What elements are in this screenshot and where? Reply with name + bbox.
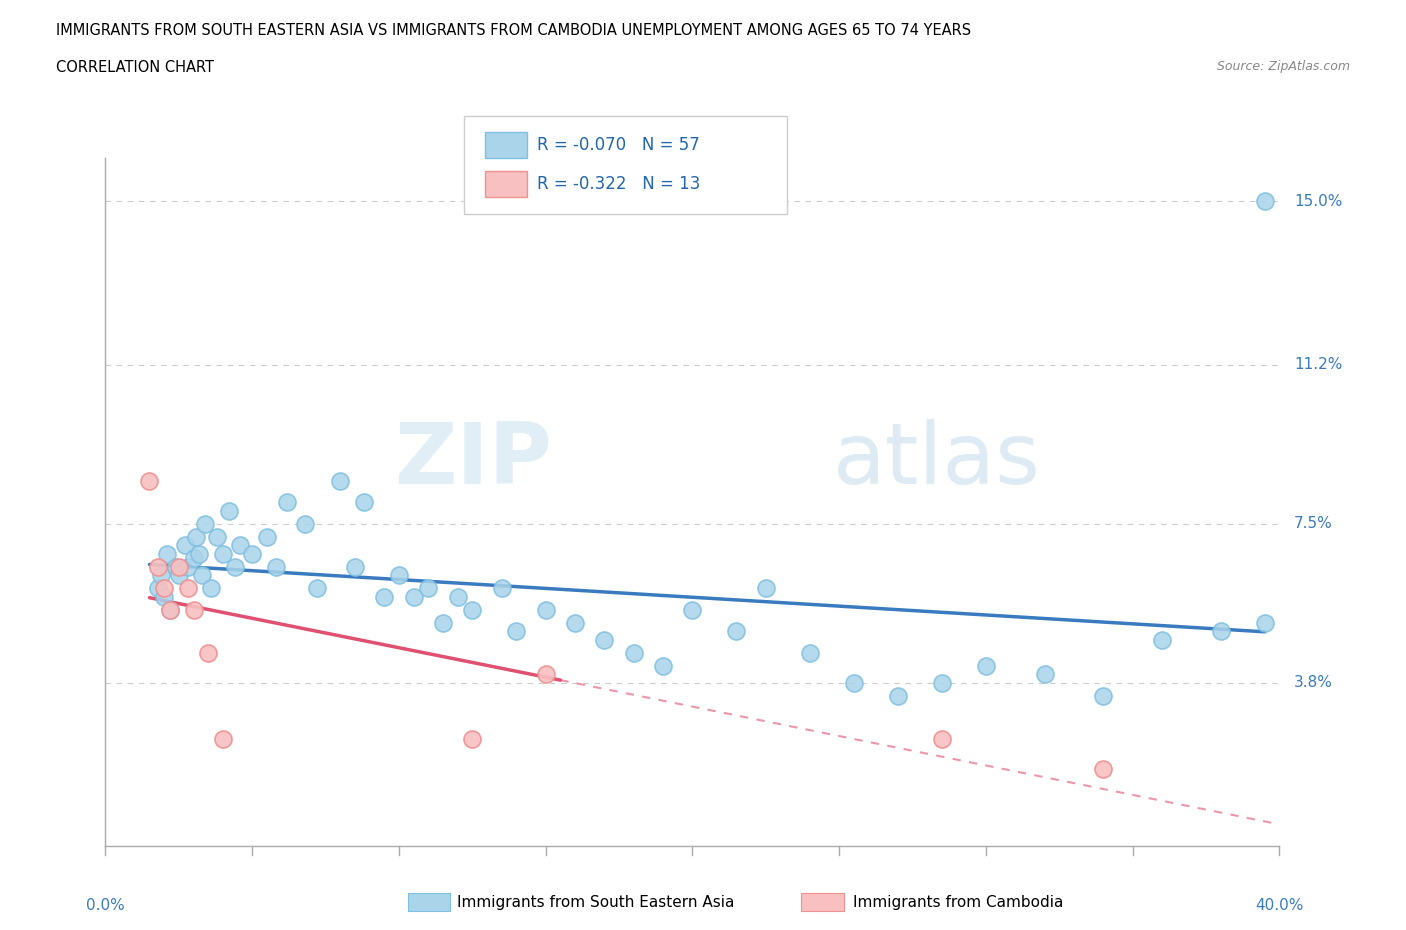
Point: [148, 559, 170, 574]
Point: [974, 658, 997, 673]
Point: [211, 731, 233, 746]
Point: [150, 568, 173, 583]
Point: [218, 503, 240, 518]
Point: [264, 559, 287, 574]
Point: [194, 516, 217, 531]
Point: [682, 603, 704, 618]
Point: [205, 529, 228, 544]
Point: [755, 580, 778, 596]
Point: [652, 658, 675, 673]
Text: R = -0.322   N = 13: R = -0.322 N = 13: [537, 175, 700, 193]
Point: [432, 616, 454, 631]
Point: [183, 603, 205, 618]
Point: [276, 495, 298, 510]
Text: Source: ZipAtlas.com: Source: ZipAtlas.com: [1216, 60, 1350, 73]
Point: [505, 624, 527, 639]
Point: [153, 590, 176, 604]
Point: [159, 603, 181, 618]
Point: [1254, 193, 1277, 208]
Point: [1092, 688, 1115, 703]
Point: [200, 580, 222, 596]
Point: [931, 675, 953, 690]
Point: [188, 547, 211, 562]
Point: [167, 559, 190, 574]
Point: [799, 645, 821, 660]
Point: [176, 559, 198, 574]
Point: [229, 538, 252, 552]
Point: [343, 559, 366, 574]
Point: [165, 559, 187, 574]
Point: [446, 590, 468, 604]
Point: [1254, 616, 1277, 631]
Point: [418, 580, 440, 596]
Point: [534, 603, 557, 618]
Text: IMMIGRANTS FROM SOUTH EASTERN ASIA VS IMMIGRANTS FROM CAMBODIA UNEMPLOYMENT AMON: IMMIGRANTS FROM SOUTH EASTERN ASIA VS IM…: [56, 23, 972, 38]
Point: [138, 473, 160, 488]
Text: atlas: atlas: [834, 419, 1042, 502]
Point: [148, 580, 170, 596]
Point: [534, 667, 557, 682]
Point: [623, 645, 645, 660]
Text: Immigrants from South Eastern Asia: Immigrants from South Eastern Asia: [457, 895, 734, 910]
Point: [156, 547, 179, 562]
Point: [167, 568, 190, 583]
Point: [186, 529, 208, 544]
Text: CORRELATION CHART: CORRELATION CHART: [56, 60, 214, 75]
Text: 7.5%: 7.5%: [1294, 516, 1333, 531]
Point: [373, 590, 395, 604]
Point: [564, 616, 586, 631]
Text: R = -0.070   N = 57: R = -0.070 N = 57: [537, 136, 700, 154]
Point: [593, 632, 616, 647]
Point: [176, 580, 198, 596]
Point: [256, 529, 278, 544]
Point: [1150, 632, 1173, 647]
Point: [353, 495, 375, 510]
Point: [183, 551, 205, 565]
Point: [461, 731, 484, 746]
Point: [1033, 667, 1056, 682]
Point: [931, 731, 953, 746]
Point: [211, 547, 233, 562]
Point: [402, 590, 425, 604]
Point: [240, 547, 263, 562]
Point: [725, 624, 748, 639]
Point: [842, 675, 865, 690]
Point: [224, 559, 246, 574]
Point: [887, 688, 910, 703]
Point: [305, 580, 328, 596]
Text: Immigrants from Cambodia: Immigrants from Cambodia: [853, 895, 1064, 910]
Text: 11.2%: 11.2%: [1294, 357, 1343, 372]
Point: [173, 538, 195, 552]
Text: 3.8%: 3.8%: [1294, 675, 1333, 690]
Point: [191, 568, 214, 583]
Point: [491, 580, 513, 596]
Text: 40.0%: 40.0%: [1256, 898, 1303, 913]
Point: [1209, 624, 1232, 639]
Point: [197, 645, 219, 660]
Point: [159, 603, 181, 618]
Point: [153, 580, 176, 596]
Text: 15.0%: 15.0%: [1294, 193, 1343, 208]
Text: ZIP: ZIP: [394, 419, 551, 502]
Text: 0.0%: 0.0%: [86, 898, 125, 913]
Point: [294, 516, 316, 531]
Point: [461, 603, 484, 618]
Point: [1092, 762, 1115, 777]
Point: [329, 473, 352, 488]
Point: [388, 568, 411, 583]
